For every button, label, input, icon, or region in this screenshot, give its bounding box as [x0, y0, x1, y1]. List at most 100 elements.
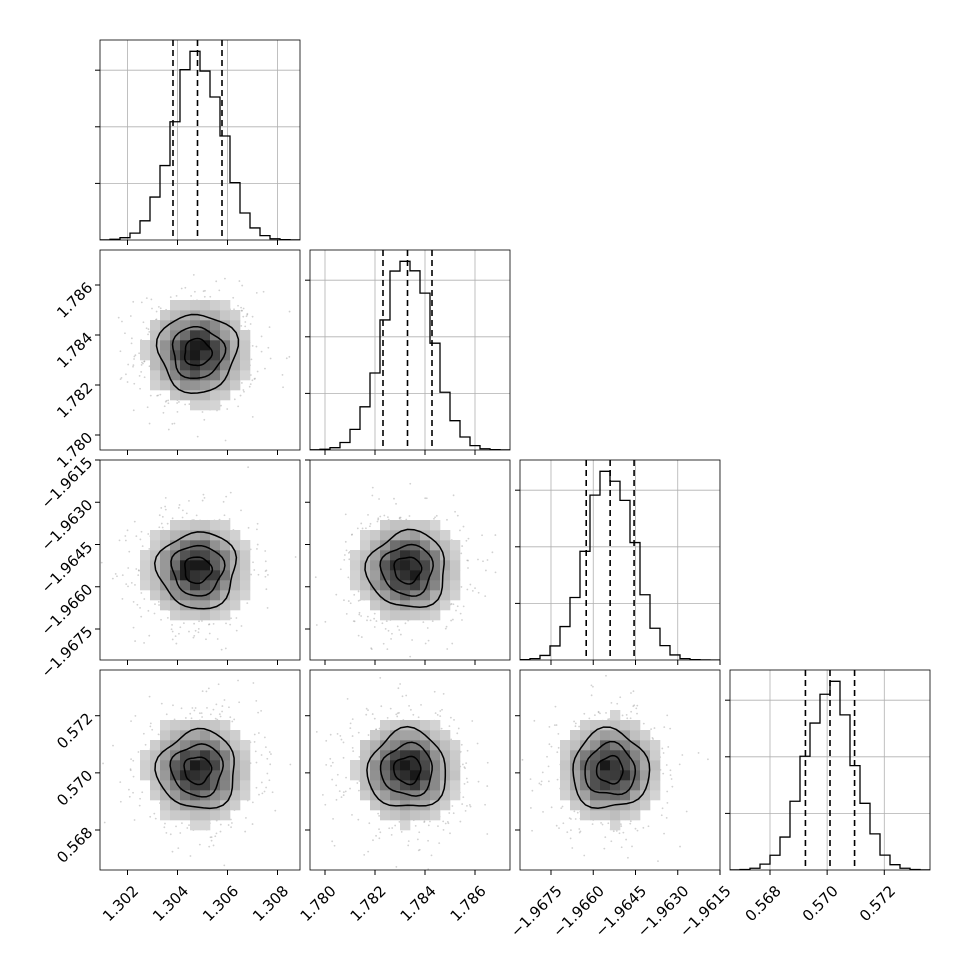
sample-point [461, 763, 464, 766]
sample-point [269, 763, 272, 766]
density-cell [370, 730, 381, 741]
contour-line-1 [584, 740, 637, 796]
density-cell [420, 610, 431, 621]
sample-point [160, 522, 163, 525]
sample-point [144, 743, 147, 746]
density-cell [240, 770, 251, 781]
sample-point [426, 627, 429, 629]
density-cell [380, 610, 391, 621]
sample-point [149, 394, 152, 397]
sample-point [231, 720, 234, 723]
density-cell [210, 760, 221, 771]
sample-point [268, 751, 271, 753]
density-cell [390, 760, 401, 771]
sample-point [208, 623, 211, 626]
density-cell [360, 570, 371, 581]
y-tick-label: 0.572 [53, 709, 96, 752]
sample-point [148, 548, 151, 550]
density-cell [600, 790, 611, 801]
sample-point [158, 526, 161, 529]
density-cell [180, 310, 191, 321]
contour-line-1 [379, 741, 433, 797]
density-cell [380, 790, 391, 801]
sample-point [661, 807, 664, 810]
density-cell [400, 820, 411, 831]
density-cell [410, 740, 421, 751]
density-cell [200, 770, 211, 781]
sample-point [439, 715, 442, 718]
sample-point [181, 509, 184, 512]
sample-point [125, 583, 128, 586]
sample-point [429, 820, 431, 823]
density-cell [160, 600, 171, 611]
density-cell [230, 380, 241, 391]
sample-point [171, 630, 174, 633]
sample-point [189, 712, 192, 715]
sample-point [425, 497, 428, 500]
sample-point [395, 502, 397, 505]
sample-point [238, 701, 241, 704]
sample-point [288, 355, 291, 358]
density-cell [210, 320, 221, 331]
sample-point [424, 497, 427, 500]
density-cell [430, 560, 441, 571]
sample-point [404, 622, 407, 625]
density-cell [640, 740, 651, 751]
density-cell [380, 740, 391, 751]
sample-point [193, 290, 196, 293]
sample-point [192, 636, 195, 639]
density-cell [380, 780, 391, 791]
sample-point [119, 350, 122, 353]
sample-point [202, 493, 205, 496]
sample-point [166, 522, 169, 525]
sample-point [593, 714, 596, 716]
sample-point [139, 606, 141, 609]
density-layer [100, 679, 292, 876]
sample-point [253, 741, 256, 743]
density-cell [430, 520, 441, 531]
sample-point [642, 722, 645, 725]
sample-point [175, 825, 177, 828]
density-cell [600, 720, 611, 731]
density-cell [170, 330, 181, 341]
sample-point [147, 328, 150, 331]
sample-point [351, 735, 354, 737]
density-cell [160, 530, 171, 541]
panel-frame [309, 669, 511, 871]
sample-point [351, 813, 353, 816]
sample-point [461, 545, 464, 547]
density-cell [230, 580, 241, 591]
x-tick-label: 0.568 [742, 882, 785, 925]
sample-point [100, 561, 103, 564]
sample-point [379, 515, 382, 518]
sample-point [136, 603, 139, 606]
density-cell [240, 540, 251, 551]
density-cell [380, 600, 391, 611]
contour-line-0 [183, 337, 214, 367]
sample-point [373, 617, 376, 620]
sample-point [266, 607, 269, 609]
density-cell [420, 750, 431, 761]
sample-point [482, 560, 484, 563]
density-cell [200, 580, 211, 591]
sample-point [247, 874, 249, 876]
sample-point [206, 706, 208, 709]
sample-point [158, 514, 161, 517]
sample-point [201, 411, 204, 413]
density-cell [220, 730, 231, 741]
sample-point [264, 367, 266, 370]
density-cell [630, 800, 641, 811]
density-cell [630, 720, 641, 731]
density-cell [180, 600, 191, 611]
sample-point [268, 326, 271, 329]
density-cell [580, 790, 591, 801]
sample-point [377, 812, 380, 815]
density-cell [430, 760, 441, 771]
density-cell [590, 720, 601, 731]
sample-point [607, 822, 610, 825]
sample-point [160, 618, 162, 621]
contour-line-2 [153, 531, 238, 610]
density-cell [220, 550, 231, 561]
density-cell [210, 810, 221, 821]
